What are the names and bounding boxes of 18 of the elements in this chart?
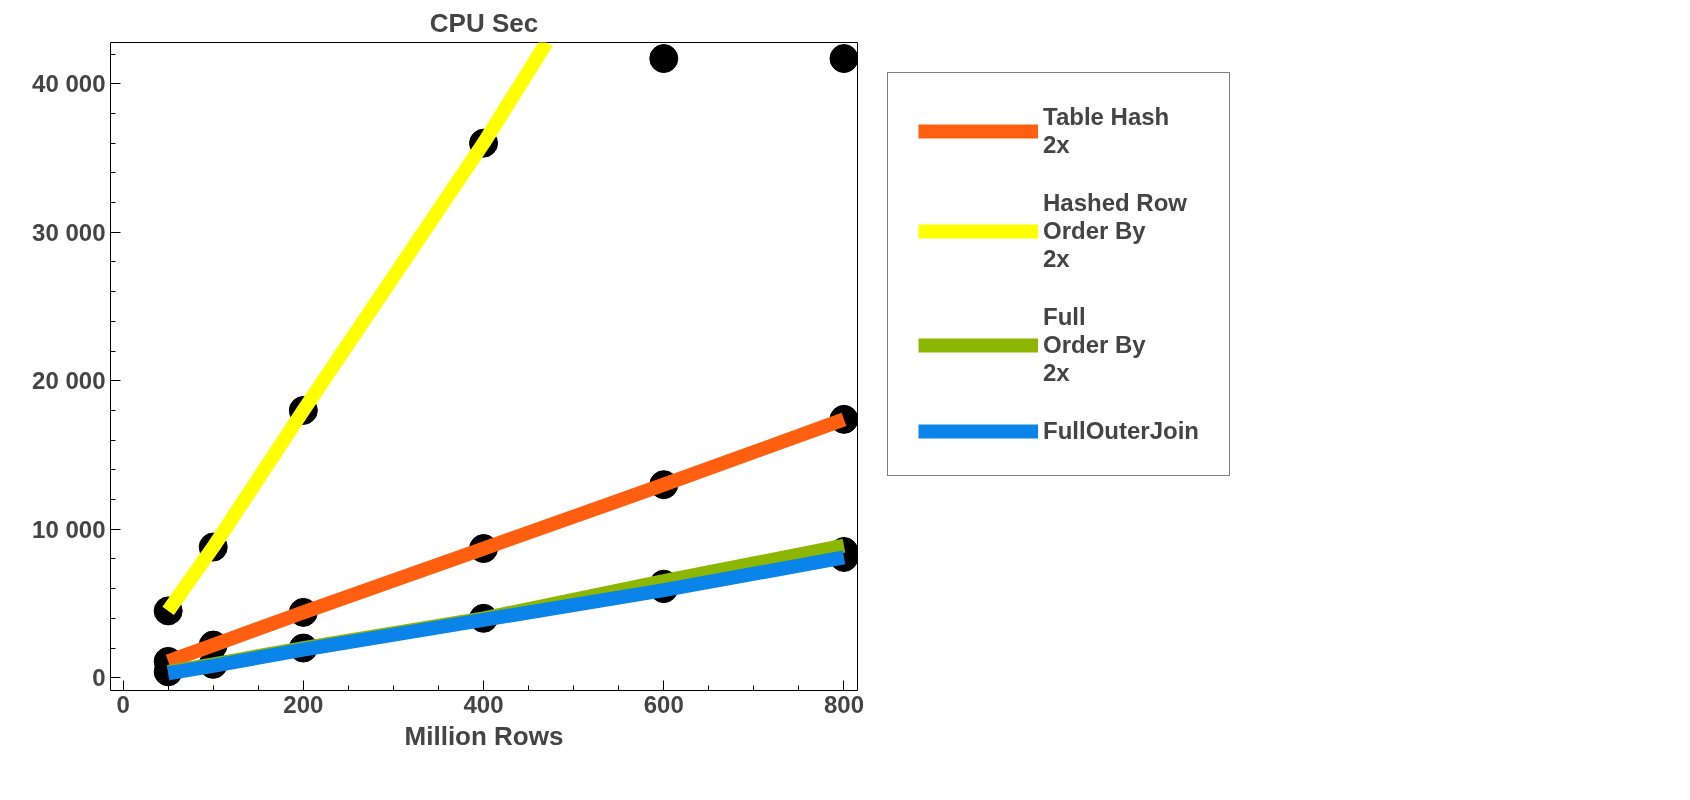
x-tick-label: 800: [823, 690, 865, 718]
point: [649, 44, 679, 74]
legend-label: Full Order By 2x: [1043, 303, 1146, 387]
y-tick-label: 30 000: [32, 218, 106, 246]
x-tick-label: 0: [116, 690, 130, 718]
legend-label: Table Hash 2x: [1043, 103, 1170, 159]
y-tick-label: 10 000: [32, 515, 106, 543]
x-tick-label: 200: [283, 690, 324, 718]
y-tick-label: 40 000: [32, 70, 106, 98]
y-tick-label: 20 000: [32, 367, 106, 395]
point: [829, 44, 858, 74]
y-tick-label: 0: [92, 664, 106, 692]
legend-label: FullOuterJoin: [1043, 417, 1199, 445]
x-tick-label: 600: [643, 690, 684, 718]
chart-title: CPU Sec: [429, 7, 539, 38]
x-axis-title: Million Rows: [404, 720, 564, 751]
legend-label: Hashed Row Order By 2x: [1043, 189, 1188, 273]
x-tick-label: 400: [463, 690, 504, 718]
